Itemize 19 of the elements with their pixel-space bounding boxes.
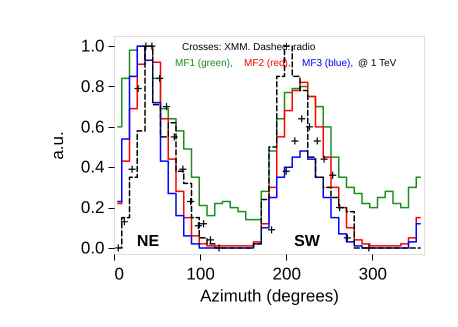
y-tick-label: 0.8	[80, 76, 104, 96]
y-tick-label: 0.6	[80, 117, 104, 136]
y-tick-label: 0.2	[80, 198, 104, 218]
text: MF3 (blue),	[302, 58, 354, 69]
y-axis-title: a.u.	[48, 131, 67, 160]
x-tick-label: 200	[272, 264, 301, 284]
annotation: NE	[136, 233, 160, 250]
x-axis-title: Azimuth (degrees)	[200, 286, 339, 306]
x-tick-label: 300	[358, 264, 388, 284]
series-label: MF1 (green),	[175, 58, 233, 69]
x-tick-label: 0	[114, 264, 124, 284]
annotation: SW	[294, 233, 321, 250]
x-tick-label: 100	[186, 264, 215, 284]
series-label: MF2 (red),	[244, 58, 291, 69]
y-tick-label: 0.4	[80, 158, 104, 177]
annotation: Crosses: XMM. Dashed: radio	[182, 42, 316, 53]
annotation: @ 1 TeV	[358, 58, 397, 69]
y-tick-label: 0.0	[80, 238, 104, 258]
y-tick-label: 1.0	[80, 36, 104, 56]
